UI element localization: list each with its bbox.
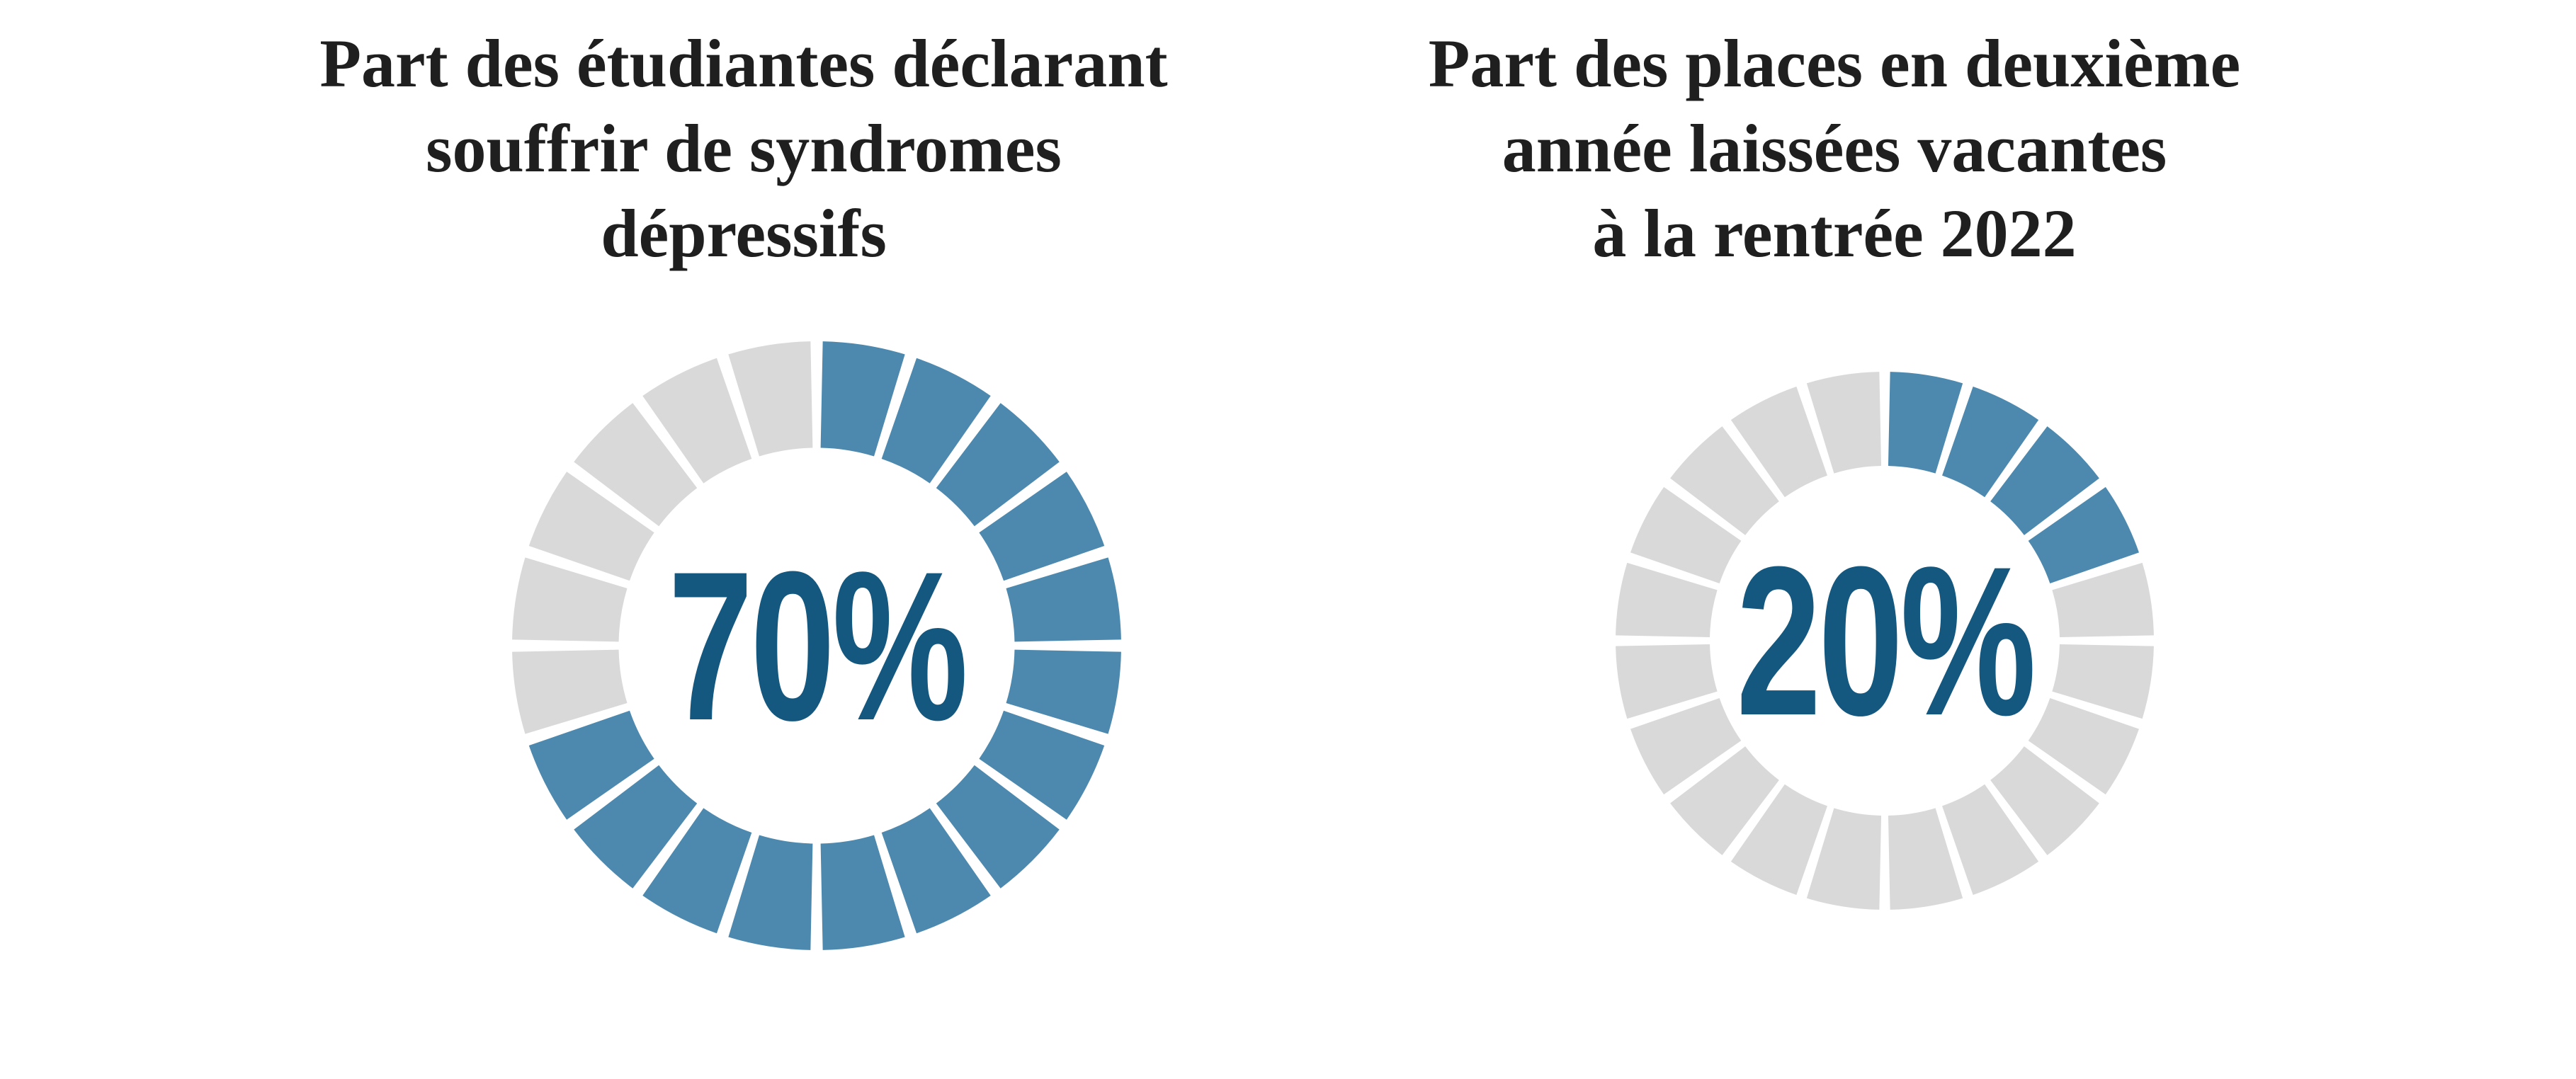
donut-segment-empty [1670,426,1780,536]
donut-segment-empty [1730,783,1829,895]
donut-segment-empty [2051,643,2154,719]
donut-segment-empty [1806,807,1883,910]
donut-segment-empty [1670,746,1780,855]
donut-ring: 70% [512,341,1121,950]
donut-segment-empty [1616,562,1718,639]
donut-segment-filled [978,472,1105,582]
donut-segment-empty [642,358,753,484]
donut-segment-filled [819,835,905,950]
donut-ring: 20% [1616,372,2154,910]
donut-segment-empty [1806,372,1883,474]
donut-segment-empty [728,341,814,457]
chart-title-line-3: à la rentrée 2022 [1592,195,2077,271]
donut-segment-empty [512,557,628,643]
donut-segment-filled [1990,426,2099,536]
donut-segment-filled [642,807,753,934]
donut-segment-empty [512,649,628,734]
donut-center-value: 20% [1736,522,2036,760]
chart-title-line-1: Part des places en deuxième [1428,25,2241,101]
donut-segment-empty [1941,783,2039,895]
donut-segment-empty [1990,746,2099,855]
donut-segment-empty [2051,562,2154,639]
donut-segment-filled [1006,649,1121,734]
donut-segment-empty [1630,486,1742,585]
donut-segment-empty [2027,697,2139,795]
donut-segment-filled [880,807,991,934]
donut-segment-filled [935,403,1060,527]
chart-title-line-3: dépressifs [601,195,887,271]
chart-title: Part des places en deuxième année laissé… [1197,21,2472,276]
donut-segment-empty [1730,387,1829,498]
donut-center-value: 70% [668,527,968,765]
donut-segment-empty [1630,697,1742,795]
donut-segment-empty [1616,643,1718,719]
donut-segment-empty [574,403,698,527]
chart-title: Part des étudiantes déclarant souffrir d… [106,21,1381,276]
donut-segment-empty [1887,807,1963,910]
donut-segment-filled [1887,372,1963,474]
donut-segment-filled [1006,557,1121,643]
donut-segment-filled [2027,486,2139,585]
donut-segment-filled [935,764,1060,889]
donut-segment-filled [819,341,905,457]
donut-segment-filled [728,835,814,950]
donut-segment-filled [880,358,991,484]
donut-segment-filled [1941,387,2039,498]
chart-title-line-2: année laissées vacantes [1502,110,2167,186]
chart-title-line-2: souffrir de syndromes [426,110,1062,186]
donut-segment-filled [574,764,698,889]
donut-segment-filled [528,709,655,820]
donut-segment-empty [528,472,655,582]
chart-title-line-1: Part des étudiantes déclarant [319,25,1168,101]
donut-segment-filled [978,709,1105,820]
